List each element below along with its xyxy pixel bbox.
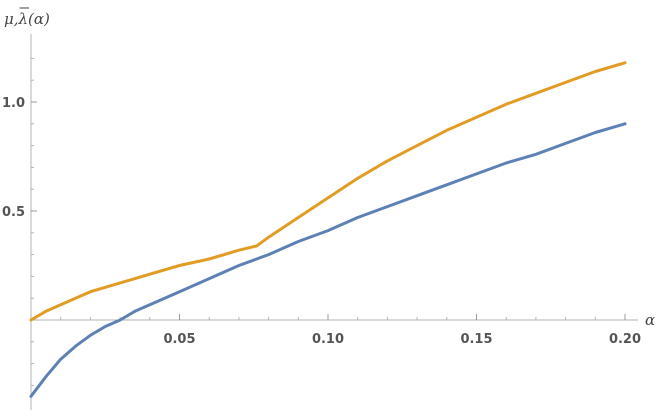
x-tick-label: 0.15 [460,332,492,347]
y-axis-label: μ,λ(α) [4,10,50,28]
series-layer [29,61,627,398]
y-ticks: 0.5 1.0 [2,96,37,220]
x-tick-label: 0.20 [609,332,641,347]
x-ticks: 0.05 0.10 0.15 0.20 [163,314,641,347]
x-tick-label: 0.05 [163,332,195,347]
y-tick-label: 0.5 [2,205,25,220]
x-minor-ticks [60,317,596,320]
series-line-2 [29,61,627,322]
series-line-1 [29,122,627,398]
y-minor-ticks [31,57,34,386]
axes: 0.05 0.10 0.15 0.20 0.5 1.0 [2,34,641,410]
x-axis-label: α [645,311,655,329]
x-tick-label: 0.10 [312,332,344,347]
y-tick-label: 1.0 [2,96,25,111]
